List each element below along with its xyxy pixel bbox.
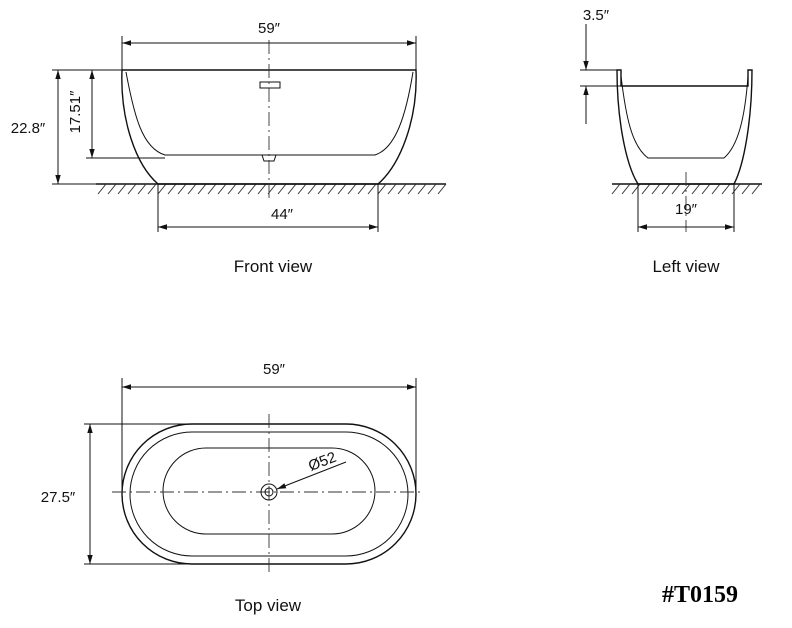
side-ground-hatch <box>611 183 761 195</box>
side-inner-bowl <box>620 75 749 159</box>
front-view: 59″ 44″ 22.8″ 17.51″ Front view <box>11 20 447 276</box>
side-rim-label: 3.5″ <box>583 7 610 24</box>
front-height-label: 22.8″ <box>11 120 46 137</box>
top-width-label: 27.5″ <box>41 489 76 506</box>
tub-inner-bowl <box>125 71 414 156</box>
ground-hatch <box>97 183 447 195</box>
side-outer-shell <box>616 69 753 185</box>
drain-leader-line <box>276 461 347 490</box>
top-length-label: 59″ <box>263 361 286 378</box>
front-width-label: 59″ <box>258 20 281 37</box>
front-depth-label: 17.51″ <box>67 90 84 134</box>
left-view: 3.5″ 19″ Left view <box>580 7 762 276</box>
overflow-outlet <box>259 81 281 89</box>
top-view: Ø52 59″ 27.5″ Top view <box>41 361 424 615</box>
front-view-title: Front view <box>234 257 313 276</box>
top-view-title: Top view <box>235 596 302 615</box>
drain-inner-ring <box>264 487 274 497</box>
side-base-label: 19″ <box>675 201 698 218</box>
front-base-label: 44″ <box>271 206 294 223</box>
left-view-title: Left view <box>652 257 720 276</box>
drain-outer-ring <box>260 483 278 501</box>
model-code: #T0159 <box>662 582 738 608</box>
